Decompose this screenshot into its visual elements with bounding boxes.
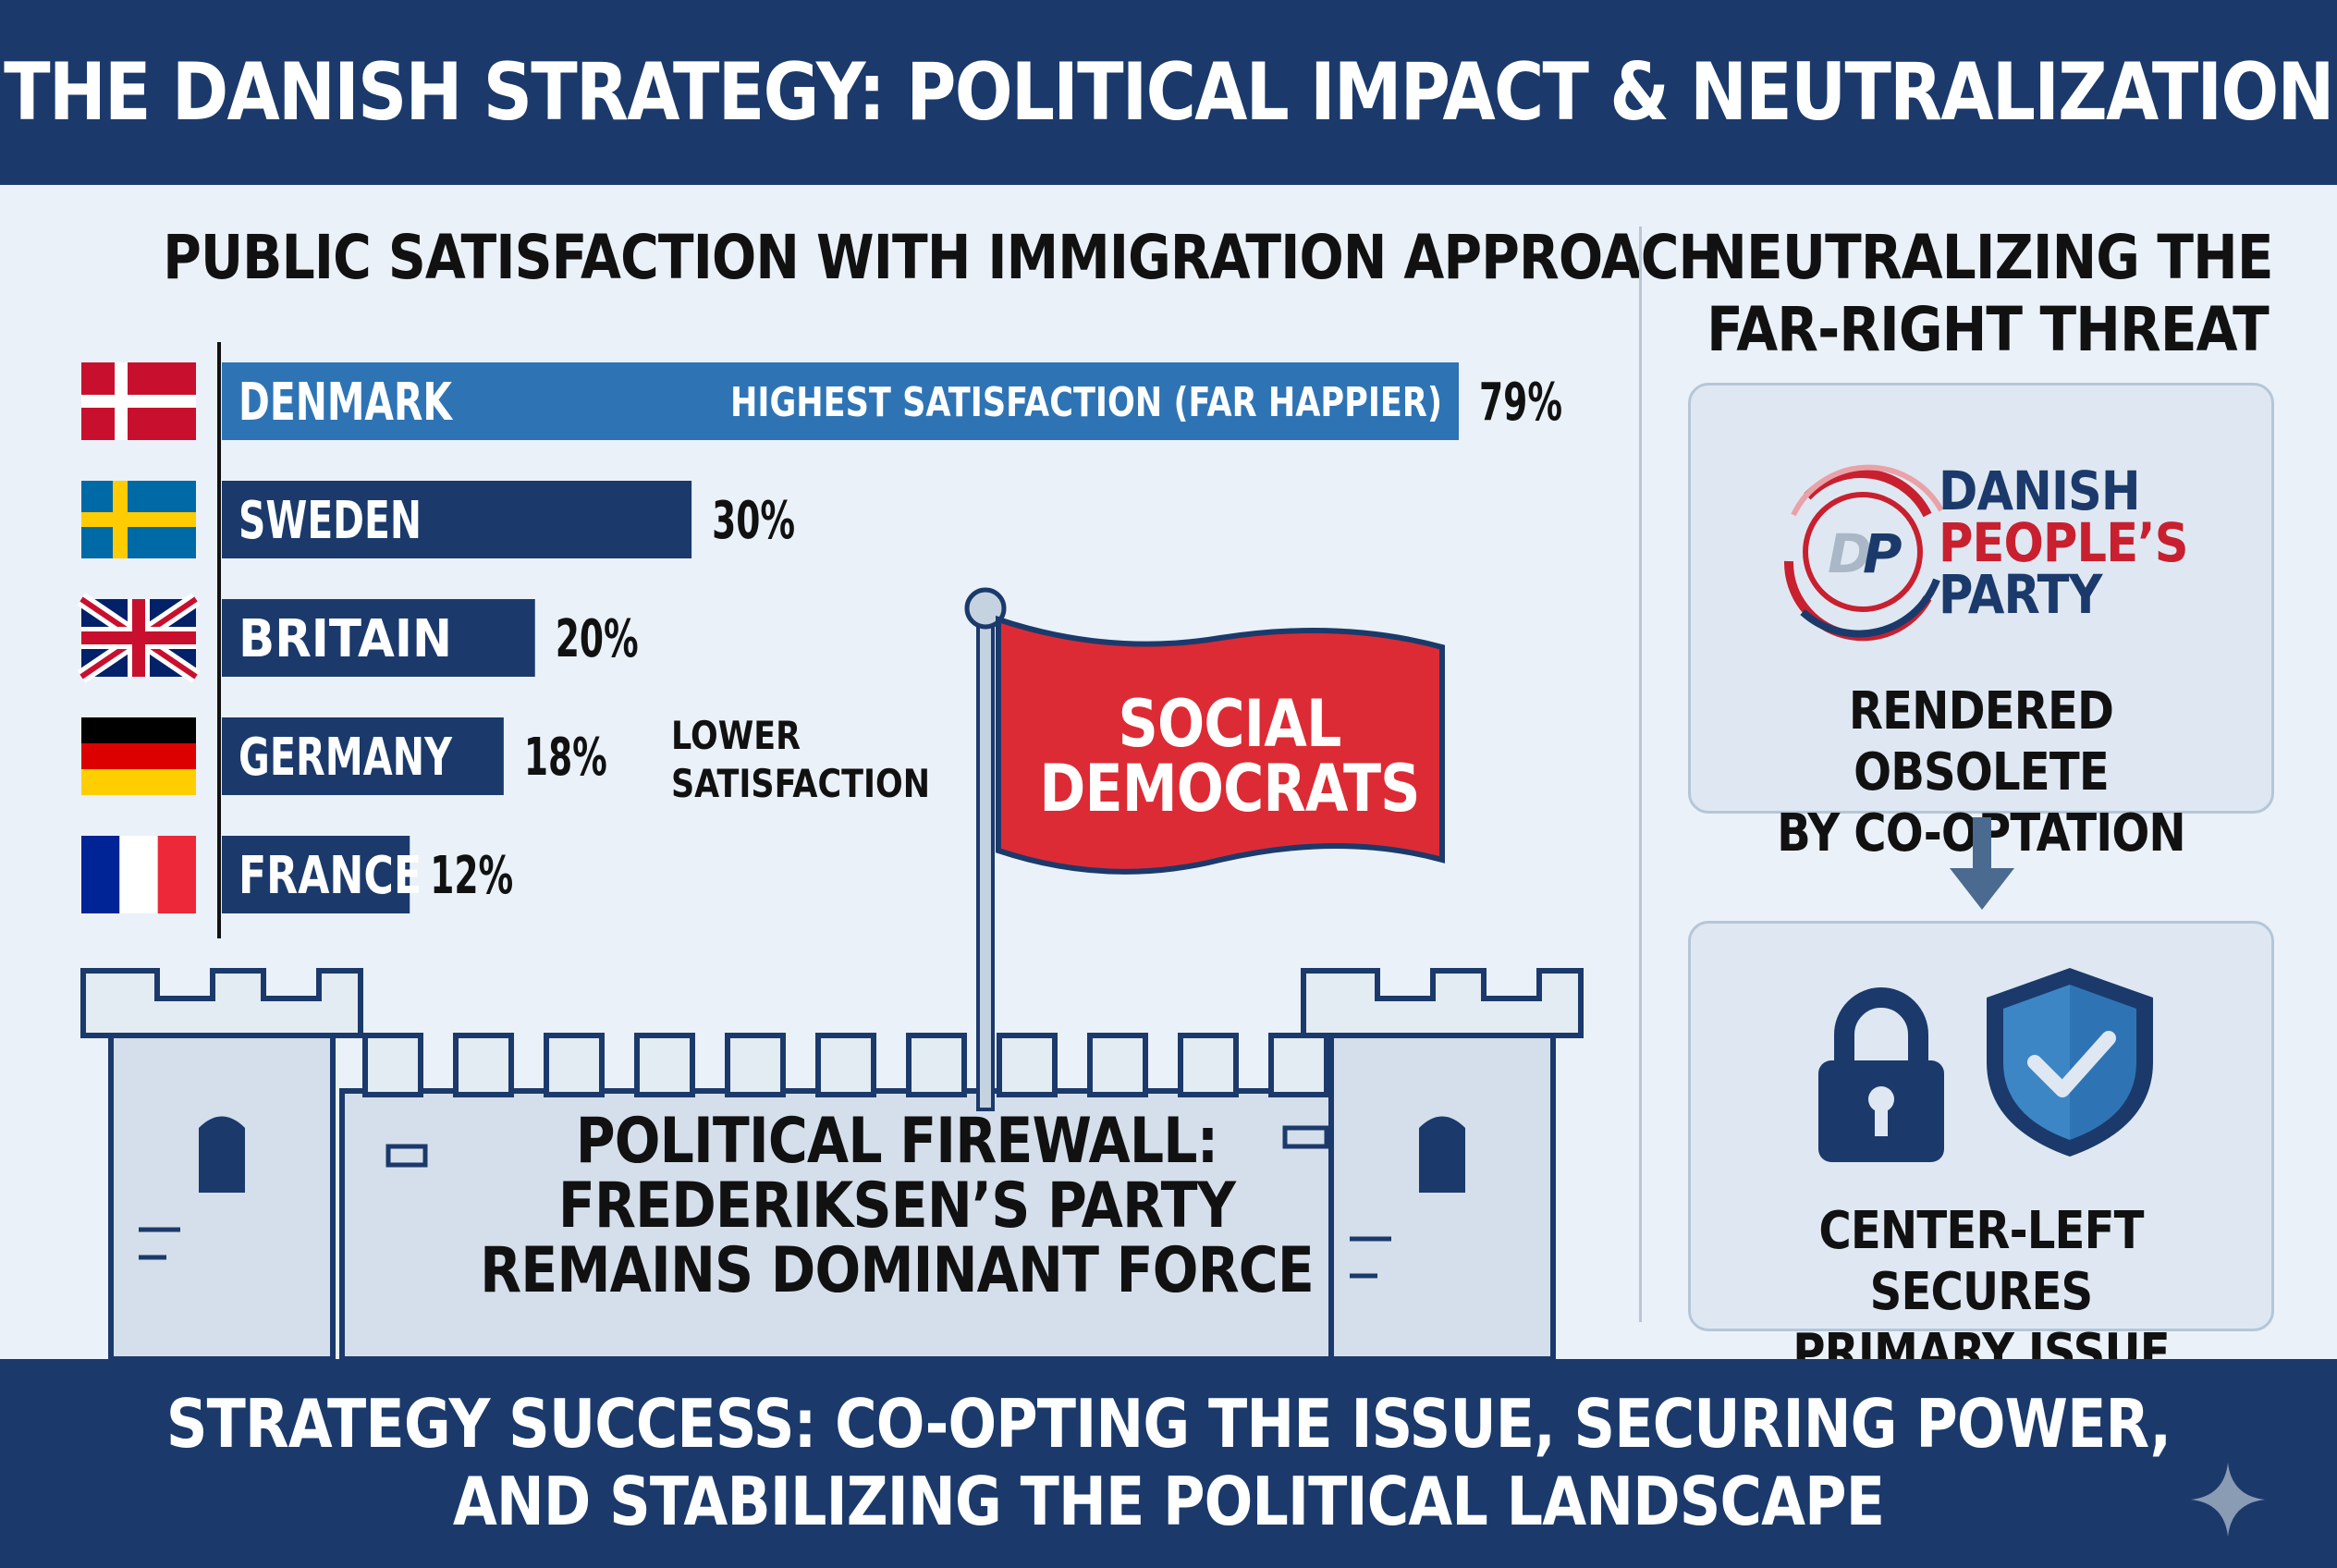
flag-label: SOCIAL DEMOCRATS: [1031, 692, 1428, 821]
right-title-line2: FAR-RIGHT THREAT: [1707, 294, 2270, 365]
bar-label-france: FRANCE: [239, 846, 422, 906]
right-title-line1: NEUTRALIZING THE: [1702, 222, 2273, 293]
uk-flag: [77, 593, 201, 683]
bar-britain: [222, 599, 535, 677]
firewall-line2: FREDERIKSEN’S PARTY: [557, 1170, 1236, 1243]
security-panel: CENTER-LEFT SECURES PRIMARY ISSUE: [1688, 921, 2274, 1383]
bar-germany: [222, 717, 504, 795]
value-label-france: 12%: [430, 846, 513, 906]
footer-line2: AND STABILIZING THE POLITICAL LANDSCAPE: [452, 1463, 1885, 1540]
bar-label-germany: GERMANY: [239, 728, 453, 788]
chart-castle-illustration: DENMARK 79% SWEDEN 30% BRITAIN 20% GERMANY 18% F…: [77, 342, 1584, 1359]
value-label-germany: 18%: [524, 728, 607, 788]
right-section-title: NEUTRALIZING THE FAR-RIGHT THREAT: [1695, 222, 2281, 366]
party-name-line2: PEOPLE’S: [1939, 511, 2188, 574]
flag-label-line2: DEMOCRATS: [1039, 751, 1420, 827]
party-name: DANISH PEOPLE’S PARTY: [1939, 459, 2188, 626]
value-label-denmark: 79%: [1479, 373, 1562, 433]
footer-line1: STRATEGY SUCCESS: CO-OPTING THE ISSUE, S…: [165, 1385, 2172, 1463]
footer-bar: STRATEGY SUCCESS: CO-OPTING THE ISSUE, S…: [0, 1359, 2337, 1568]
bar-label-denmark: DENMARK: [239, 373, 454, 433]
panel1-line1: RENDERED OBSOLETE: [1848, 681, 2114, 802]
party-panel: D P DANISH PEOPLE’S PARTY RENDERED OBSOL…: [1688, 383, 2274, 864]
logo-text-d: D: [1828, 522, 1872, 585]
lock-icon: [1818, 987, 1944, 1162]
header-bar: THE DANISH STRATEGY: POLITICAL IMPACT & …: [0, 0, 2337, 185]
firewall-line1: POLITICAL FIREWALL:: [575, 1105, 1218, 1178]
danish-peoples-party-logo: D P: [1783, 464, 1944, 642]
france-flag: [81, 836, 196, 913]
party-name-line3: PARTY: [1939, 563, 2102, 626]
page-title: THE DANISH STRATEGY: POLITICAL IMPACT & …: [4, 46, 2334, 139]
panel2-line1: CENTER-LEFT SECURES: [1818, 1201, 2144, 1322]
annotation-lower-line2: SATISFACTION: [671, 761, 930, 806]
sweden-flag: [81, 481, 196, 558]
panel1-caption: RENDERED OBSOLETE BY CO-OPTATION: [1731, 681, 2231, 864]
value-label-sweden: 30%: [712, 491, 795, 551]
shield-check-icon: [1987, 968, 2153, 1157]
germany-flag: [81, 717, 196, 795]
firewall-caption: POLITICAL FIREWALL: FREDERIKSEN’S PARTY …: [428, 1109, 1366, 1304]
denmark-flag: [81, 362, 196, 440]
castle-illustration: [80, 968, 1584, 1359]
bar-denmark: [222, 362, 1459, 440]
bar-sweden: [222, 481, 692, 558]
party-name-line1: DANISH: [1939, 459, 2141, 522]
panel2-caption: CENTER-LEFT SECURES PRIMARY ISSUE: [1731, 1201, 2231, 1384]
value-label-britain: 20%: [556, 609, 639, 669]
section-divider: [1639, 227, 1642, 1322]
annotation-highest: HIGHEST SATISFACTION (FAR HAPPIER): [730, 379, 1442, 426]
flag-label-line1: SOCIAL: [1118, 686, 1342, 762]
bar-label-britain: BRITAIN: [239, 609, 452, 669]
social-democrats-flag: [964, 587, 1445, 1111]
bar-label-sweden: SWEDEN: [239, 491, 422, 551]
bar-france: [222, 836, 410, 913]
logo-text-p: P: [1863, 522, 1903, 585]
arrow-down-icon: [1950, 817, 2014, 910]
annotation-lower-line1: LOWER: [671, 713, 801, 758]
firewall-line3: REMAINS DOMINANT FORCE: [480, 1234, 1315, 1307]
chart-title: PUBLIC SATISFACTION WITH IMMIGRATION APP…: [163, 222, 1722, 293]
sparkle-icon: [2191, 1463, 2265, 1537]
